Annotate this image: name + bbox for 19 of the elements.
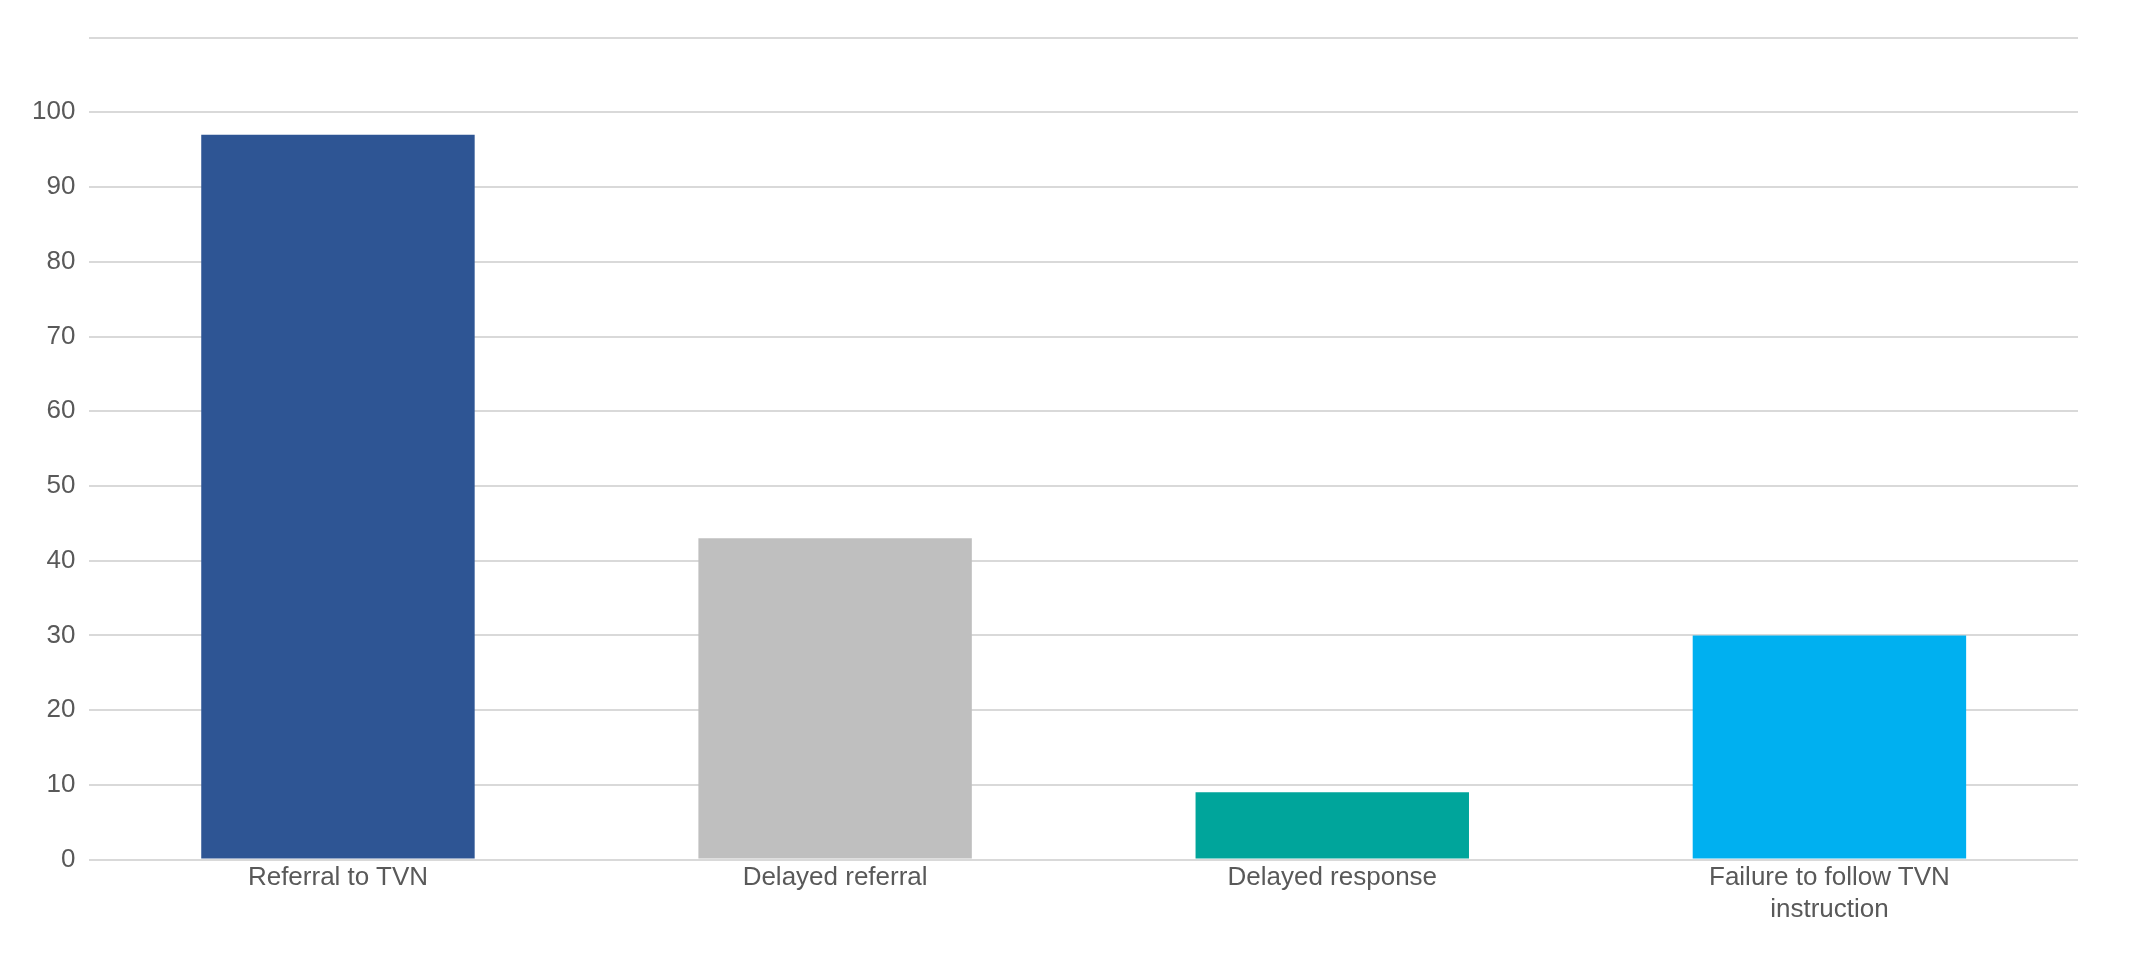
y-tick-label: 100 <box>31 95 76 126</box>
y-tick-label: 20 <box>46 693 76 724</box>
bar <box>1692 635 1967 859</box>
y-tick-label: 50 <box>46 469 76 500</box>
y-tick-label: 60 <box>46 394 76 425</box>
x-tick-label: Failure to follow TVN instruction <box>1709 861 1950 923</box>
y-tick-label: 80 <box>46 244 76 275</box>
x-tick-label: Delayed referral <box>742 861 928 892</box>
y-tick-label: 0 <box>60 842 76 873</box>
x-tick-label: Referral to TVN <box>247 861 429 892</box>
y-tick-label: 90 <box>46 170 76 201</box>
bar <box>1195 792 1469 859</box>
y-tick-label: 40 <box>46 543 76 574</box>
y-tick-label: 70 <box>46 319 76 350</box>
x-tick-label: Delayed response <box>1227 861 1438 892</box>
y-tick-label: 30 <box>46 618 76 649</box>
bar <box>698 538 972 859</box>
y-tick-label: 10 <box>46 768 76 799</box>
bar <box>201 134 475 859</box>
